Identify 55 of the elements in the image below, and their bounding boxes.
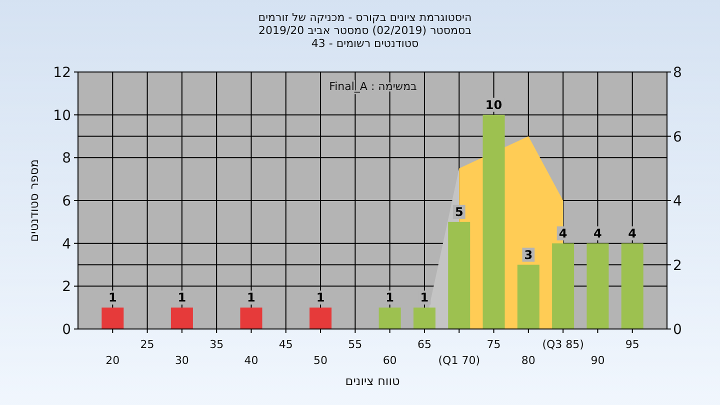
chart-title: היסטוגרמת ציונים בקורס - מכניקה של זורמים <box>258 11 472 24</box>
x-tick-label: (Q1 70) <box>438 354 480 367</box>
data-label: 1 <box>108 290 117 305</box>
data-label: 4 <box>594 226 602 240</box>
x-tick-label: 25 <box>140 338 154 351</box>
bar <box>621 243 644 329</box>
y-tick-label: 4 <box>62 236 72 252</box>
x-tick-label: 30 <box>174 354 189 367</box>
y2-tick-label: 6 <box>673 129 682 146</box>
x-tick-label: 80 <box>521 354 536 367</box>
y2-tick-label: 2 <box>673 258 682 274</box>
x-tick-label: 45 <box>278 338 293 351</box>
x-tick-label: 50 <box>314 354 328 367</box>
data-label: 1 <box>247 290 256 305</box>
y2-tick-label: 4 <box>673 194 682 210</box>
x-tick-label: 90 <box>590 354 605 367</box>
y-axis-title: מספר סטודנטים <box>27 159 41 242</box>
data-label: 1 <box>420 290 429 305</box>
data-label: 1 <box>386 290 394 305</box>
data-label: 3 <box>524 248 533 262</box>
x-tick-label: 65 <box>417 338 432 351</box>
data-label: 1 <box>178 290 186 305</box>
y-tick-label: 8 <box>62 150 71 167</box>
bar <box>482 114 505 329</box>
x-tick-label: 35 <box>210 338 224 351</box>
chart-subtitle: בסמסטר (02/2019) סמסטר אביב 2019/20 סטודנטים רשומים - 43 <box>258 24 472 50</box>
x-tick-label: 60 <box>382 354 397 367</box>
y-tick-label: 0 <box>62 322 71 338</box>
data-label: 10 <box>485 98 502 112</box>
y-tick-label: 12 <box>53 65 71 81</box>
y-tick-label: 10 <box>53 108 71 124</box>
y-tick-label: 2 <box>62 279 71 296</box>
data-label: 5 <box>454 204 464 219</box>
bar <box>552 243 574 329</box>
bar <box>102 308 124 329</box>
bar <box>413 308 436 329</box>
x-tick-label: 95 <box>625 338 640 351</box>
x-tick-label: 20 <box>106 354 120 367</box>
bar <box>378 308 401 329</box>
x-axis-title: טווח ציונים <box>345 374 400 388</box>
x-tick-label: 40 <box>244 354 258 367</box>
bar <box>310 308 332 329</box>
bar <box>586 243 609 329</box>
bar <box>517 264 540 329</box>
x-tick-label: 75 <box>486 338 501 351</box>
data-label: 1 <box>316 290 325 305</box>
x-tick-label: (Q3 85) <box>542 338 584 351</box>
y2-tick-label: 8 <box>673 65 682 81</box>
y2-tick-label: 0 <box>673 322 682 338</box>
bar <box>170 308 193 329</box>
y-tick-label: 6 <box>62 194 72 210</box>
x-tick-label: 55 <box>348 338 362 351</box>
bar <box>240 308 262 329</box>
data-label: 4 <box>558 226 568 240</box>
data-label: 4 <box>628 226 637 240</box>
